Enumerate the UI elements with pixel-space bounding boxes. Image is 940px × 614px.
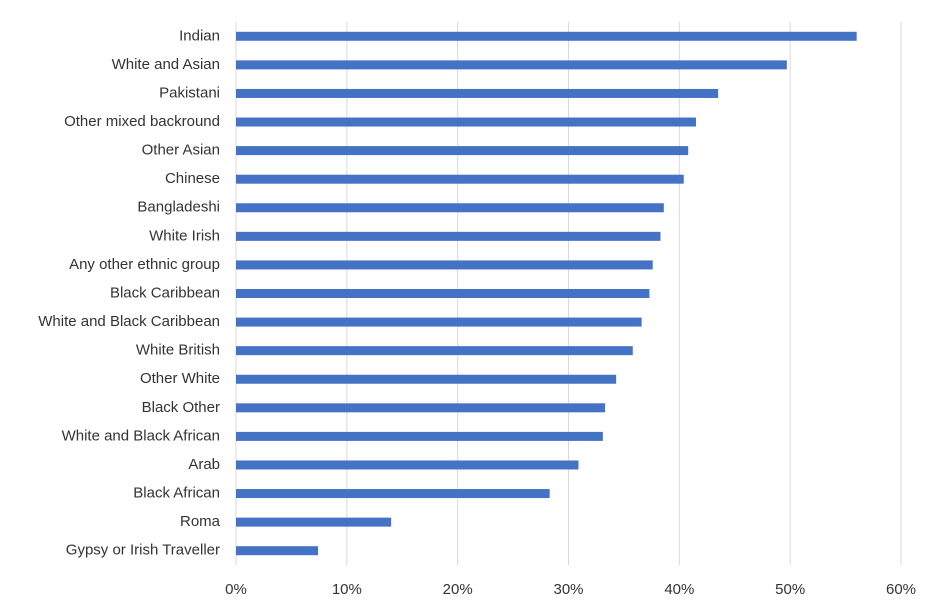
bar	[236, 60, 787, 70]
x-tick-label: 30%	[553, 581, 583, 598]
y-tick-label: Black African	[133, 485, 220, 502]
bar	[236, 203, 664, 213]
bar	[236, 374, 617, 384]
x-tick-label: 10%	[332, 581, 362, 598]
y-tick-label: Bangladeshi	[137, 199, 220, 216]
y-tick-label: Black Other	[142, 399, 220, 416]
bar	[236, 231, 661, 241]
bar	[236, 260, 653, 270]
bar	[236, 517, 392, 527]
y-tick-label: Other White	[140, 370, 220, 387]
bar	[236, 117, 696, 127]
x-tick-label: 60%	[886, 581, 916, 598]
bar	[236, 31, 857, 41]
x-tick-label: 20%	[443, 581, 473, 598]
x-tick-label: 0%	[225, 581, 247, 598]
bar	[236, 289, 650, 298]
x-tick-label: 40%	[664, 581, 694, 598]
y-tick-label: Roma	[180, 513, 221, 530]
bar	[236, 146, 689, 156]
bar	[236, 489, 550, 499]
y-tick-label: Indian	[179, 27, 220, 44]
bar	[236, 460, 579, 470]
y-tick-label: Gypsy or Irish Traveller	[66, 542, 220, 559]
bar	[236, 346, 633, 356]
y-tick-label: White and Black Caribbean	[38, 313, 220, 330]
y-tick-label: Chinese	[165, 170, 220, 187]
y-tick-label: Other Asian	[142, 142, 220, 159]
y-tick-label: White British	[136, 342, 220, 359]
bar	[236, 431, 603, 441]
bar	[236, 403, 606, 413]
bar	[236, 88, 719, 98]
y-tick-label: Other mixed backround	[64, 113, 220, 130]
y-tick-label: Pakistani	[159, 84, 220, 101]
bar	[236, 546, 319, 556]
y-tick-label: White and Asian	[112, 56, 220, 73]
bar	[236, 317, 642, 327]
x-tick-label: 50%	[775, 581, 805, 598]
y-tick-label: Any other ethnic group	[69, 256, 220, 273]
y-tick-label: Black Caribbean	[110, 284, 220, 301]
y-tick-label: Arab	[188, 456, 220, 473]
bar	[236, 174, 684, 184]
y-tick-label: White Irish	[149, 227, 220, 244]
y-tick-label: White and Black African	[62, 427, 220, 444]
